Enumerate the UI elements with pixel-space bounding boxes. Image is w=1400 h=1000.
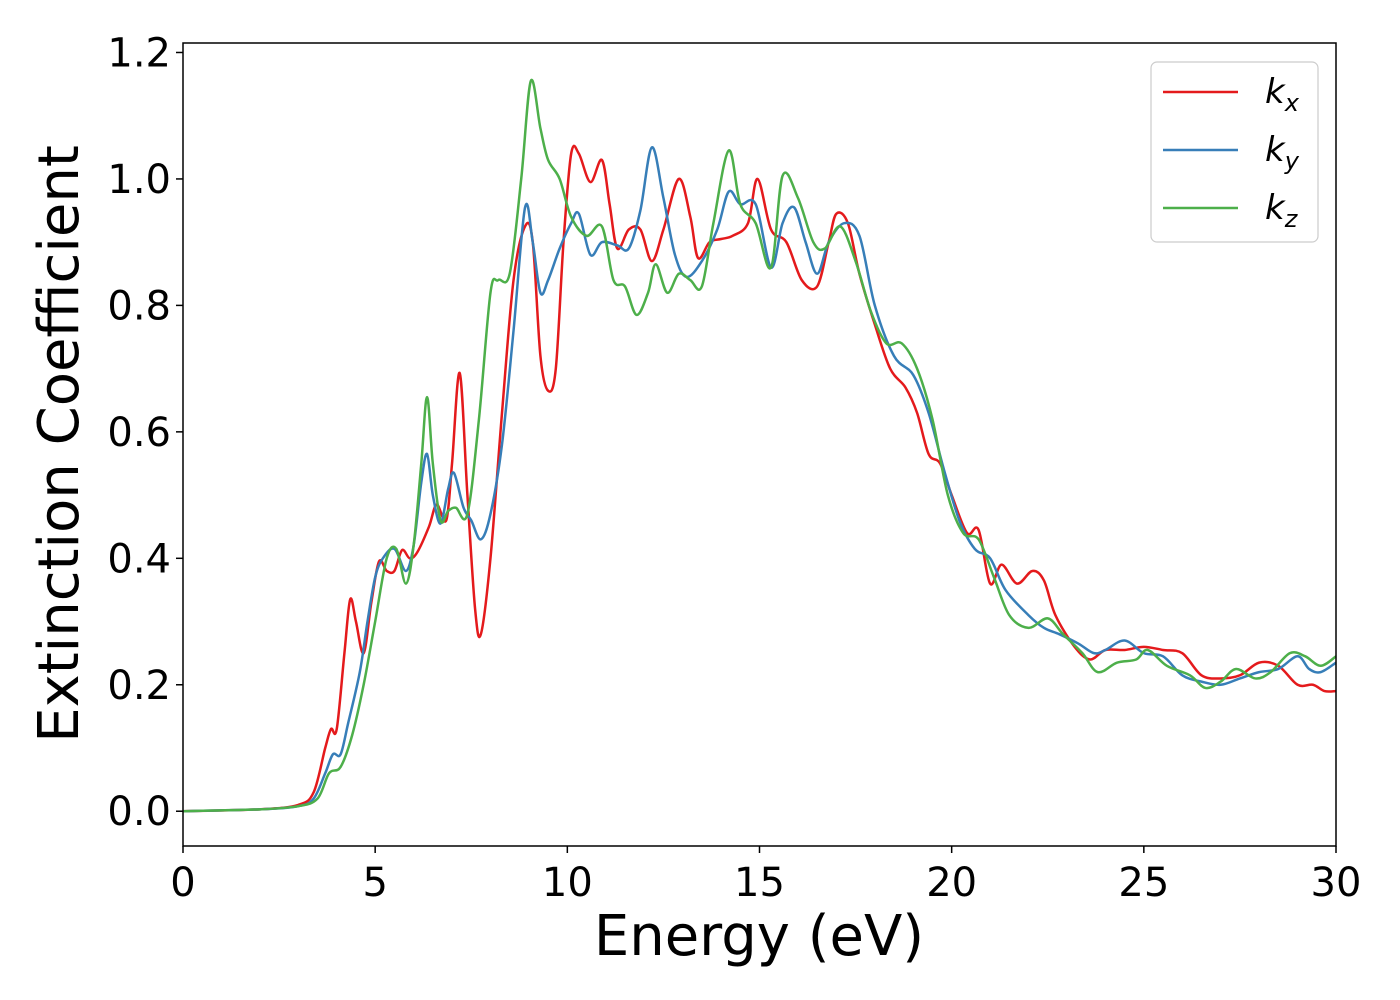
series-layer (182, 78, 1337, 813)
x-axis-ticks: 0 5 10 15 20 25 30 (170, 846, 1361, 906)
x-tick-label: 5 (362, 860, 387, 906)
y-tick-label: 0.8 (107, 283, 171, 329)
y-tick-label: 0.4 (107, 536, 171, 582)
y-tick-label: 0.6 (107, 410, 171, 456)
legend-label: ky (1265, 130, 1300, 175)
x-axis-title: Energy (eV) (594, 904, 924, 969)
y-tick-label: 0.2 (107, 663, 171, 709)
y-tick-label: 1.2 (107, 30, 171, 76)
y-axis-title: Extinction Coefficient (27, 145, 92, 743)
legend: kx ky kz (1150, 61, 1319, 243)
series-line-k-z (182, 78, 1337, 813)
x-tick-label: 20 (926, 860, 977, 906)
y-axis-ticks: 0.0 0.2 0.4 0.6 0.8 1.0 1.2 (107, 30, 183, 835)
x-tick-label: 0 (170, 860, 195, 906)
x-tick-label: 15 (734, 860, 785, 906)
legend-label: kz (1265, 188, 1299, 233)
x-tick-label: 30 (1311, 860, 1362, 906)
x-tick-label: 25 (1118, 860, 1169, 906)
x-tick-label: 10 (542, 860, 593, 906)
legend-label: kx (1265, 72, 1300, 117)
legend-box (1150, 61, 1319, 243)
y-tick-label: 1.0 (107, 157, 171, 203)
series-line-k-x (182, 144, 1337, 813)
y-tick-label: 0.0 (107, 789, 171, 835)
